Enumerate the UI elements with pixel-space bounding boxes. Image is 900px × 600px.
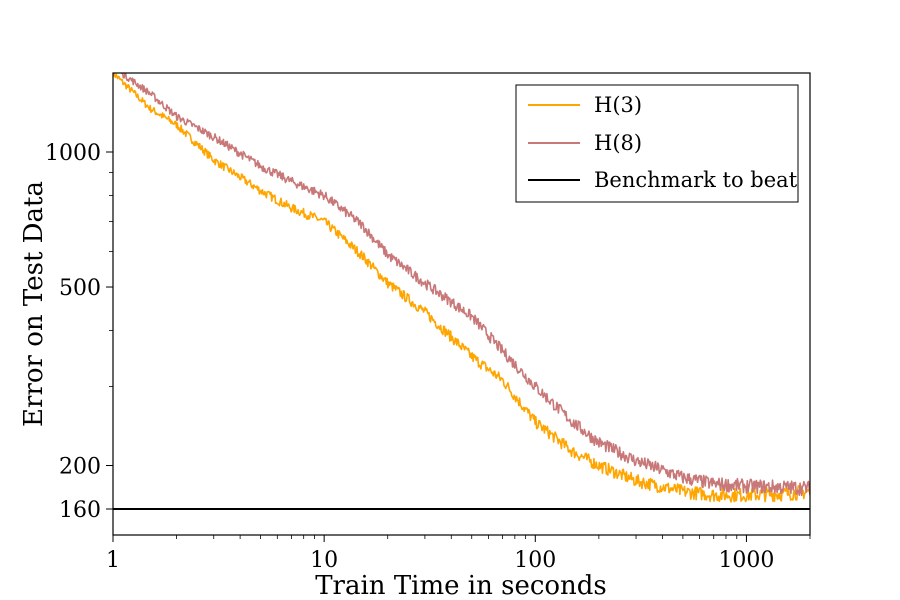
plot-frame [112,72,811,536]
y-tick-label: 160 [59,498,101,523]
x-tick-label: 1 [106,548,120,573]
legend-label-h8: H(8) [594,131,642,155]
x-axis-label: Train Time in seconds [315,571,607,600]
y-tick-label: 1000 [45,141,101,166]
y-tick-label: 200 [59,455,101,480]
series-layer [113,73,810,510]
y-tick-label: 500 [59,276,101,301]
x-tick-label: 100 [514,548,556,573]
legend-label-h3: H(3) [594,93,642,117]
x-tick-label: 1000 [718,548,774,573]
series-line-h8 [120,73,810,497]
x-tick-label: 10 [310,548,338,573]
y-axis-label: Error on Test Data [19,181,49,427]
tick-layer: 1 10 100 1000 160 200 500 1000 [45,141,811,573]
legend: H(3) H(8) Benchmark to beat [515,84,799,203]
legend-label-benchmark: Benchmark to beat [594,168,798,192]
series-line-h3 [113,73,810,503]
